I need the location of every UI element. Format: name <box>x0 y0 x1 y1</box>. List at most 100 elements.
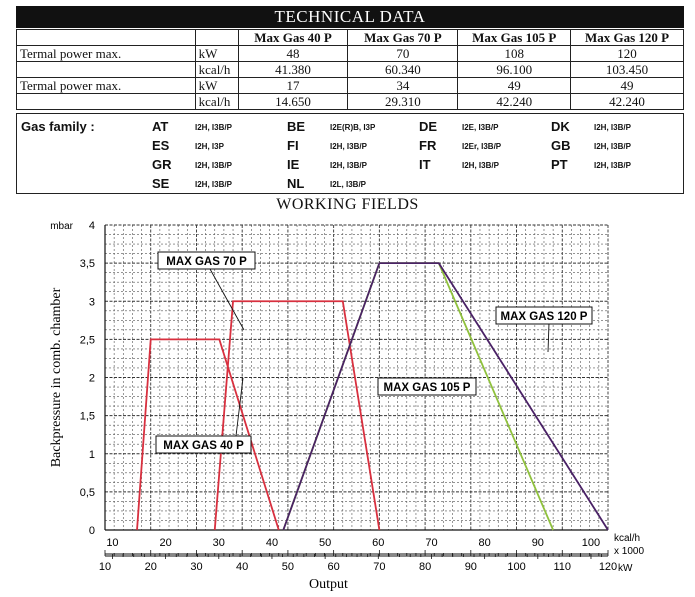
row-unit: kcal/h <box>194 93 239 110</box>
table-row: Termal power max. kW 17 34 49 49 <box>16 77 684 94</box>
x-tick-label-kcal: 50 <box>319 537 331 549</box>
gas-country-code: GB <box>551 138 571 153</box>
x-tick-label-kcal: 10 <box>106 537 118 549</box>
table-header-row: Max Gas 40 P Max Gas 70 P Max Gas 105 P … <box>16 29 684 46</box>
x-tick-label-kcal: 70 <box>425 537 437 549</box>
gas-country-code: SE <box>152 176 170 191</box>
gas-country-code: DE <box>419 119 438 134</box>
gas-category: I2H, I3B/P <box>594 142 631 151</box>
gas-category: I2H, I3B/P <box>330 161 367 170</box>
x-axis-label: Output <box>309 577 348 592</box>
x-tick-label-kw: 30 <box>190 561 202 573</box>
callout-leader <box>235 377 244 437</box>
gas-country-code: PT <box>551 157 568 172</box>
gas-category: I2H, I3B/P <box>594 123 631 132</box>
y-axis-label: Backpressure in comb. chamber <box>49 287 64 467</box>
table-row: kcal/h 14.650 29.310 42.240 42.240 <box>16 93 684 110</box>
kcal-unit-multiplier: x 1000 <box>614 546 644 557</box>
x-tick-label-kw: 10 <box>99 561 111 573</box>
gas-country-code: IE <box>287 157 300 172</box>
table-cell: 14.650 <box>237 93 349 110</box>
x-tick-label-kw: 40 <box>236 561 248 573</box>
gas-category: I2H, I3B/P <box>594 161 631 170</box>
x-tick-label-kcal: 40 <box>266 537 278 549</box>
chart-grid <box>104 224 609 531</box>
row-unit: kW <box>194 77 239 94</box>
callout-box <box>157 251 256 270</box>
working-fields-title: WORKING FIELDS <box>276 196 419 213</box>
y-tick-label: 1 <box>89 449 95 461</box>
callout-leader <box>209 268 245 331</box>
y-tick-label: 0 <box>89 525 95 537</box>
model-header: Max Gas 105 P <box>457 29 572 46</box>
y-tick-label: 2 <box>89 373 95 385</box>
x-tick-label-kw: 100 <box>507 561 525 573</box>
y-tick-label: 2,5 <box>80 334 95 346</box>
gas-category: I2L, I3B/P <box>330 180 367 189</box>
kw-unit-label: kW <box>618 563 633 574</box>
gas-country-code: FI <box>287 138 299 153</box>
table-cell: 42.240 <box>457 93 572 110</box>
x-tick-label-kw: 20 <box>145 561 157 573</box>
x-tick-label-kw: 80 <box>419 561 431 573</box>
x-tick-label-kw: 110 <box>553 561 571 573</box>
technical-data-table: Max Gas 40 P Max Gas 70 P Max Gas 105 P … <box>16 29 684 110</box>
callout-box <box>495 306 593 325</box>
gas-category: I2H, I3B/P <box>195 161 232 170</box>
y-tick-label: 3,5 <box>80 258 95 270</box>
gas-family-box: Gas family : AT I2H, I3B/P BE I2E(R)B, I3P D… <box>16 113 684 194</box>
gas-country-code: FR <box>419 138 437 153</box>
table-cell: 42.240 <box>570 93 684 110</box>
series-line <box>136 338 280 531</box>
x-tick-label-kcal: 30 <box>213 537 225 549</box>
gas-country-code: ES <box>152 138 170 153</box>
series-label: MAX GAS 120 P <box>501 311 588 323</box>
gas-family-label: Gas family : <box>21 119 95 134</box>
series-label: MAX GAS 105 P <box>384 382 471 394</box>
x-tick-label-kcal: 80 <box>479 537 491 549</box>
gas-country-code: AT <box>152 119 169 134</box>
model-header: Max Gas 120 P <box>570 29 684 46</box>
table-cell: 103.450 <box>570 61 684 78</box>
gas-country-code: BE <box>287 119 306 134</box>
callout-box <box>155 435 252 454</box>
callout-leader <box>547 322 550 353</box>
gas-country-code: DK <box>551 119 570 134</box>
gas-category: I2H, I3B/P <box>195 180 232 189</box>
x-tick-label-kw: 50 <box>282 561 294 573</box>
x-tick-label-kcal: 60 <box>372 537 384 549</box>
gas-category: I2H, I3B/P <box>330 142 367 151</box>
gas-category: I2Er, I3B/P <box>462 142 502 151</box>
x-tick-label-kcal: 100 <box>582 537 600 549</box>
x-tick-label-kcal: 90 <box>532 537 544 549</box>
callout-box <box>377 377 477 396</box>
gas-country-code: IT <box>419 157 431 172</box>
y-tick-label: 4 <box>89 220 95 232</box>
table-cell: 17 <box>237 77 349 94</box>
series-label: MAX GAS 40 P <box>163 440 244 452</box>
gas-category: I2H, I3B/P <box>195 123 232 132</box>
y-tick-label: 1,5 <box>80 411 95 423</box>
gas-country-code: GR <box>152 157 172 172</box>
x-tick-label-kw: 60 <box>328 561 340 573</box>
y-unit-label: mbar <box>50 221 73 232</box>
x-tick-label-kw: 90 <box>465 561 477 573</box>
x-tick-label-kw: 70 <box>373 561 385 573</box>
gas-category: I2H, I3P <box>195 142 224 151</box>
technical-data-title: TECHNICAL DATA <box>16 6 684 28</box>
x-tick-label-kw: 120 <box>599 561 617 573</box>
kcal-unit-label: kcal/h <box>614 533 640 544</box>
y-tick-label: 0,5 <box>80 487 95 499</box>
table-cell: 29.310 <box>347 93 459 110</box>
gas-category: I2H, I3B/P <box>462 161 499 170</box>
gas-category: I2E(R)B, I3P <box>330 123 376 132</box>
gas-category: I2E, I3B/P <box>462 123 499 132</box>
gas-country-code: NL <box>287 176 305 191</box>
x-tick-label-kcal: 20 <box>159 537 171 549</box>
y-tick-label: 3 <box>89 296 95 308</box>
series-line <box>282 262 609 531</box>
table-row: kcal/h 41.380 60.340 96.100 103.450 <box>16 61 684 78</box>
series-line <box>213 300 381 531</box>
series-label: MAX GAS 70 P <box>166 256 247 268</box>
